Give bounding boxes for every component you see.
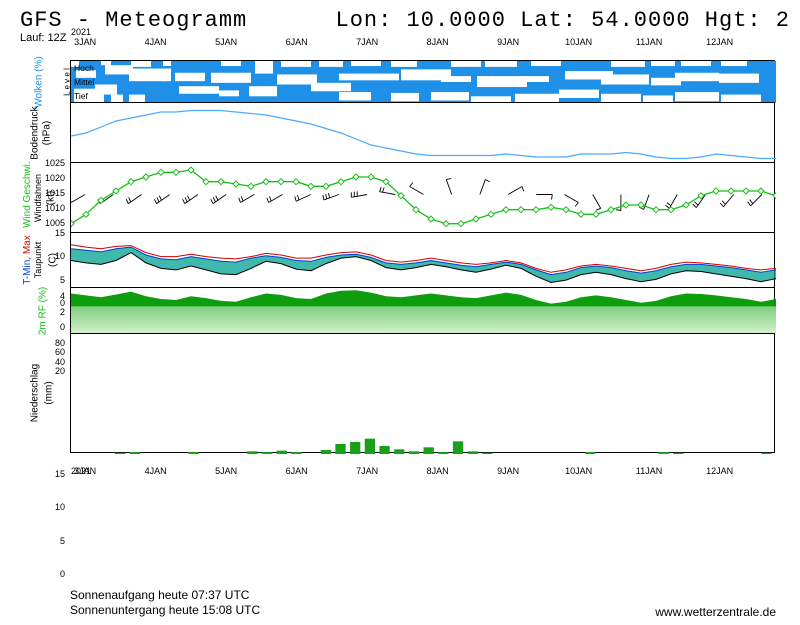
title-right: Lon: 10.0000 Lat: 54.0000 Hgt: 2 <box>336 8 790 33</box>
title-left: GFS - Meteogramm <box>20 8 247 33</box>
sunrise-text: Sonnenaufgang heute 07:37 UTC <box>70 588 260 604</box>
sunset-text: Sonnenuntergang heute 15:08 UTC <box>70 603 260 619</box>
panel-temp: 024T-Min, MaxTaupunkt(C) <box>70 232 775 287</box>
panel-precip: 051015Niederschlag(mm)20213JAN4JAN5JAN6J… <box>70 333 775 453</box>
panel-wind: 051015Wind Geschwi.Windfahnen(kt) <box>70 162 775 232</box>
panel-rh: 204060802m RF (%) <box>70 287 775 333</box>
panel-clouds: HochMittelTiefWolken (%)L e v e l20213JA… <box>70 60 775 102</box>
site-url: www.wetterzentrale.de <box>655 605 776 619</box>
panel-pressure: 10051010101510201025Bodendruck(hPa) <box>70 102 775 162</box>
run-label: Lauf: 12Z <box>20 32 66 44</box>
footer: Sonnenaufgang heute 07:37 UTC Sonnenunte… <box>70 588 260 619</box>
meteogram: HochMittelTiefWolken (%)L e v e l20213JA… <box>70 60 775 453</box>
